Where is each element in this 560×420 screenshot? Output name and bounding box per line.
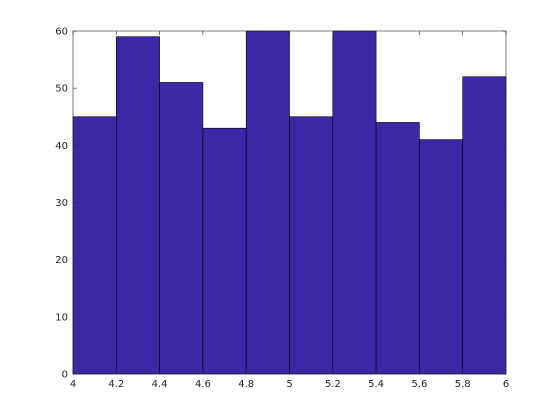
x-tick-label: 5.4 bbox=[368, 379, 384, 390]
bar bbox=[332, 30, 377, 375]
y-tick-label: 10 bbox=[55, 312, 68, 323]
y-tick-label: 40 bbox=[55, 141, 68, 152]
x-tick-label: 4.8 bbox=[238, 379, 254, 390]
bar bbox=[116, 36, 160, 375]
bar bbox=[72, 116, 117, 375]
bar bbox=[289, 116, 334, 375]
x-tick-label: 5 bbox=[286, 379, 292, 390]
x-tick-label: 5.2 bbox=[325, 379, 341, 390]
x-tick-label: 5.6 bbox=[411, 379, 427, 390]
bar bbox=[202, 127, 247, 375]
bar bbox=[159, 82, 204, 375]
y-tick-label: 0 bbox=[62, 370, 68, 381]
x-tick-label: 4.2 bbox=[108, 379, 124, 390]
y-tick-label: 20 bbox=[55, 255, 68, 266]
x-tick-label: 4.6 bbox=[195, 379, 211, 390]
bar bbox=[419, 139, 463, 375]
bar bbox=[245, 30, 290, 375]
x-tick-label: 6 bbox=[503, 379, 509, 390]
y-tick-label: 50 bbox=[55, 84, 68, 95]
bar bbox=[462, 76, 507, 375]
bar bbox=[375, 122, 420, 375]
x-tick-label: 4.4 bbox=[152, 379, 168, 390]
y-tick-label: 30 bbox=[55, 198, 68, 209]
x-tick-label: 4 bbox=[70, 379, 76, 390]
x-tick-label: 5.8 bbox=[455, 379, 471, 390]
y-tick-label: 60 bbox=[55, 27, 68, 38]
